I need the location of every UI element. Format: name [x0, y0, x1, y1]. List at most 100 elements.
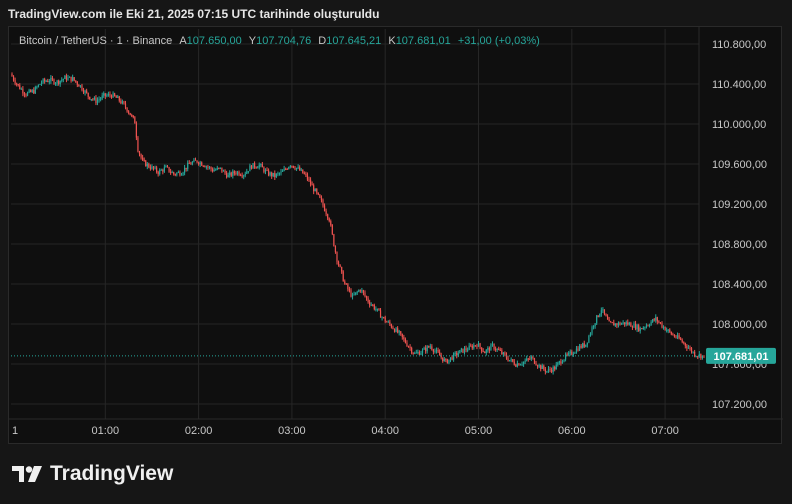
candle-body	[331, 225, 333, 235]
candle-body	[575, 348, 578, 353]
candle-body	[89, 96, 91, 100]
candle-body	[337, 261, 340, 265]
ohlc-legend: Bitcoin / TetherUS · 1 · Binance A107.65…	[19, 35, 540, 47]
candle-body	[498, 348, 500, 350]
candle-body	[395, 328, 397, 332]
candle-body	[115, 96, 117, 98]
candle-body	[638, 325, 640, 331]
candle-body	[202, 165, 204, 167]
candle-body	[429, 346, 431, 348]
candle-body	[185, 167, 187, 170]
candle-body	[468, 345, 470, 350]
candle-body	[112, 93, 114, 98]
candle-body	[339, 264, 341, 267]
candle-body	[207, 166, 209, 168]
candle-body	[309, 179, 312, 185]
candle-body	[513, 361, 515, 365]
candle-body	[171, 172, 173, 174]
brand-logo[interactable]: TradingView	[12, 462, 173, 486]
candle-body	[611, 322, 613, 324]
candle-body	[101, 95, 103, 99]
candle-body	[289, 165, 291, 168]
candle-body	[299, 167, 301, 171]
candle-body	[667, 329, 669, 331]
candle-body	[76, 81, 78, 85]
candle-body	[594, 323, 596, 327]
candle-body	[131, 115, 133, 117]
candle-body	[650, 321, 652, 326]
candle-body	[252, 163, 254, 169]
candle-body	[58, 80, 60, 84]
candle-body	[23, 93, 26, 95]
candle-body	[664, 326, 666, 331]
candle-body	[62, 78, 64, 80]
candle-body	[477, 343, 480, 347]
candle-body	[317, 192, 319, 195]
candle-body	[246, 171, 248, 174]
candle-body	[420, 352, 422, 355]
candle-body	[272, 172, 274, 177]
candle-body	[568, 352, 570, 355]
candle-body	[476, 345, 478, 347]
candle-body	[208, 167, 211, 169]
open-label: A	[179, 35, 187, 47]
candle-body	[233, 171, 235, 174]
candle-body	[148, 163, 150, 168]
candle-body	[110, 95, 113, 98]
candle-body	[134, 117, 136, 124]
candle-body	[344, 281, 346, 284]
candle-body	[411, 347, 413, 353]
candle-body	[370, 304, 372, 306]
candle-body	[585, 344, 587, 347]
candle-body	[14, 80, 16, 84]
candle-body	[692, 351, 694, 353]
candle-body	[676, 335, 679, 338]
candle-body	[221, 167, 223, 172]
candle-body	[243, 175, 245, 177]
candle-body	[128, 111, 130, 113]
candle-body	[557, 362, 559, 365]
candle-body	[462, 348, 464, 353]
candle-body	[384, 317, 386, 322]
candle-body	[327, 214, 329, 219]
candle-body	[509, 360, 511, 362]
candle-body	[689, 347, 691, 349]
chart-panel[interactable]: 110.800,00 110.400,00 110.000,00 109.600,00…	[8, 26, 783, 445]
x-tick-label: 01:00	[92, 425, 120, 437]
x-tick-label: 06:00	[558, 425, 586, 437]
candle-body	[647, 325, 649, 327]
candle-body	[502, 352, 504, 355]
candle-body	[205, 166, 207, 168]
candle-body	[121, 101, 124, 104]
candle-body	[456, 352, 458, 356]
candle-body	[474, 345, 476, 347]
candle-body	[459, 350, 461, 354]
candle-body	[104, 93, 106, 97]
candle-body	[215, 169, 217, 171]
candle-body	[390, 324, 393, 328]
candle-body	[64, 75, 66, 79]
candle-body	[187, 162, 189, 170]
candle-body	[40, 82, 43, 85]
candle-body	[25, 94, 27, 96]
candle-body	[213, 170, 215, 172]
candle-body	[151, 166, 153, 169]
candle-body	[129, 112, 131, 116]
candle-body	[605, 313, 607, 317]
candle-body	[552, 366, 554, 372]
high-value: 107.704,76	[256, 35, 312, 47]
candle-body	[641, 328, 643, 330]
candlestick-chart[interactable]: 110.800,00 110.400,00 110.000,00 109.600,00…	[9, 27, 783, 445]
candle-body	[610, 321, 612, 323]
candle-body	[313, 185, 315, 192]
candle-body	[359, 290, 361, 292]
candle-body	[393, 328, 396, 332]
low-value: 107.645,21	[326, 35, 382, 47]
symbol-label[interactable]: Bitcoin / TetherUS · 1 · Binance	[19, 35, 173, 47]
candle-body	[403, 337, 405, 340]
candle-body	[280, 171, 282, 174]
candle-body	[188, 162, 190, 164]
candle-body	[73, 77, 75, 81]
open-value: 107.650,00	[186, 35, 242, 47]
candle-body	[31, 90, 33, 92]
